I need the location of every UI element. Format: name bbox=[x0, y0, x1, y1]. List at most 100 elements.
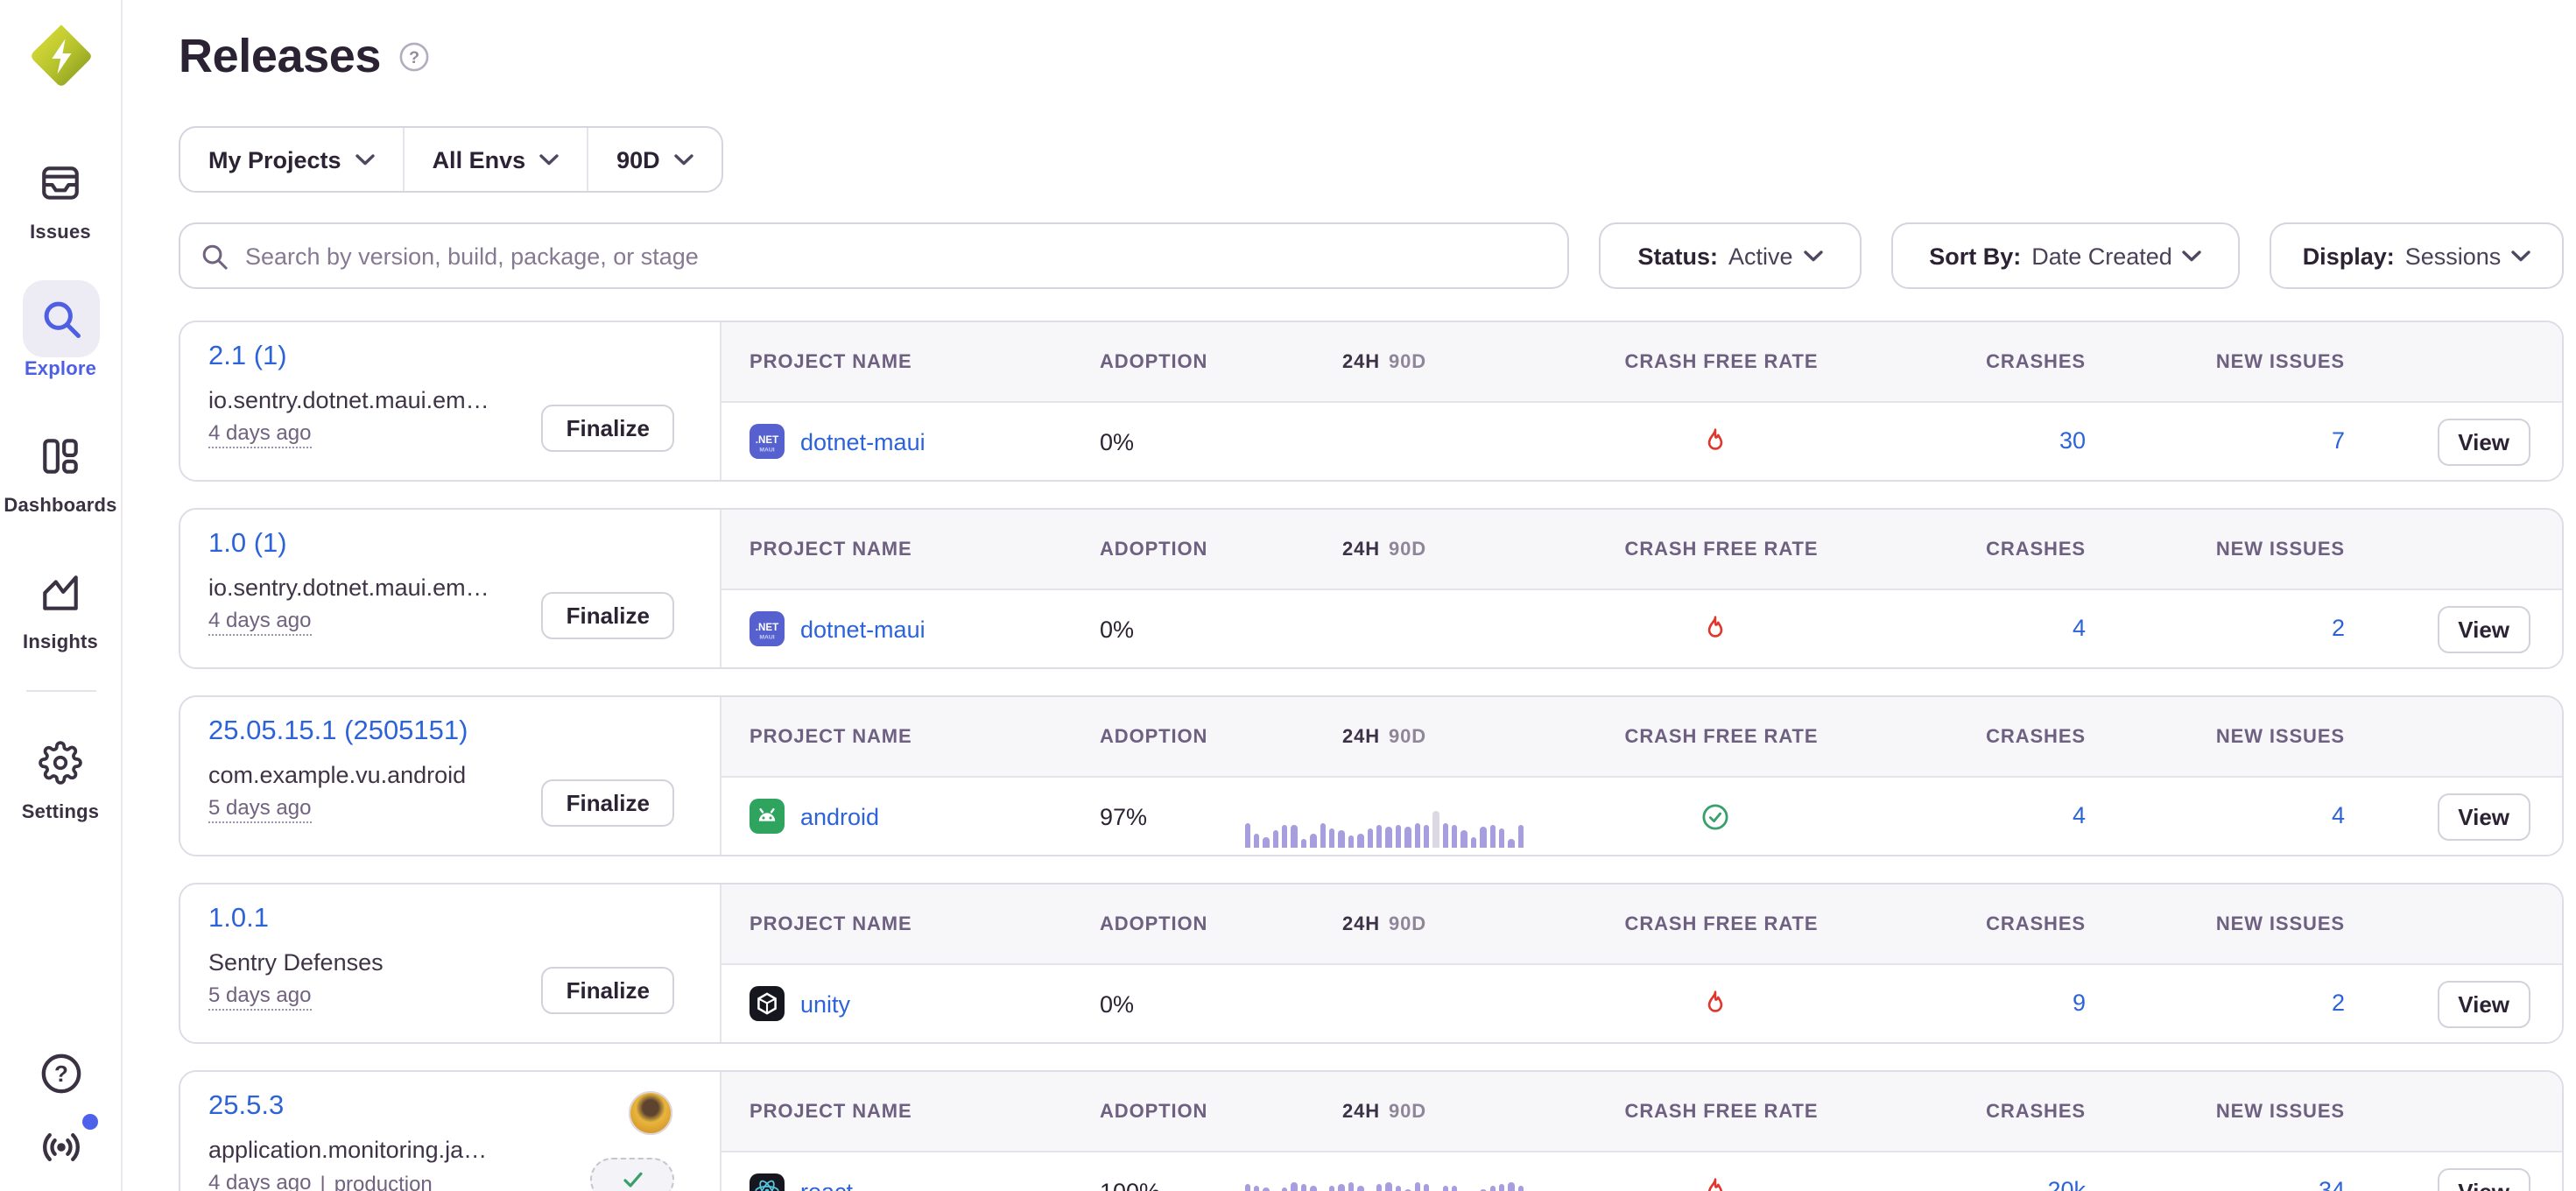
release-table: PROJECT NAME ADOPTION 24H90D CRASH FREE … bbox=[721, 1072, 2562, 1191]
release-age: 4 days ago bbox=[208, 420, 311, 448]
new-issues-link[interactable]: 7 bbox=[2332, 427, 2345, 454]
search-input[interactable] bbox=[242, 241, 1546, 271]
release-table-header: PROJECT NAME ADOPTION 24H90D CRASH FREE … bbox=[721, 1072, 2562, 1152]
react-icon bbox=[750, 1173, 785, 1191]
project-link[interactable]: dotnet-maui bbox=[800, 616, 926, 642]
crashes-link[interactable]: 4 bbox=[2073, 802, 2086, 828]
releases-page: Issues Explore Dashboards Insights Setti… bbox=[0, 0, 2576, 1191]
column-project-name: PROJECT NAME bbox=[721, 539, 1100, 560]
sidebar: Issues Explore Dashboards Insights Setti… bbox=[0, 0, 123, 1191]
release-group: 2.1 (1) io.sentry.dotnet.maui.em… 4 days… bbox=[179, 321, 2564, 482]
svg-text:.NET: .NET bbox=[756, 622, 778, 633]
release-table-row: unity 0% 9 2 View bbox=[721, 965, 2562, 1042]
display-label: Display: bbox=[2303, 243, 2395, 269]
release-group: 25.05.15.1 (2505151) com.example.vu.andr… bbox=[179, 695, 2564, 856]
notification-dot bbox=[81, 1114, 97, 1130]
release-card: 1.0.1 Sentry Defenses 5 days ago Finaliz… bbox=[180, 884, 721, 1042]
search-box bbox=[179, 222, 1569, 289]
sidebar-item-issues[interactable]: Issues bbox=[22, 144, 99, 243]
sort-by-dropdown[interactable]: Sort By: Date Created bbox=[1891, 222, 2240, 289]
sidebar-item-settings[interactable]: Settings bbox=[22, 723, 99, 823]
healthy-check-icon bbox=[1702, 803, 1728, 829]
column-adoption: ADOPTION bbox=[1100, 726, 1231, 747]
new-issues-link[interactable]: 2 bbox=[2332, 615, 2345, 641]
release-age: 5 days ago bbox=[208, 795, 311, 823]
finalize-button[interactable]: Finalize bbox=[542, 592, 674, 639]
view-button[interactable]: View bbox=[2437, 980, 2530, 1027]
new-issues-link[interactable]: 4 bbox=[2332, 802, 2345, 828]
column-new-issues: NEW ISSUES bbox=[2103, 1101, 2362, 1122]
environment-filter[interactable]: All Envs bbox=[403, 128, 588, 191]
column-24h: 24H bbox=[1342, 1101, 1380, 1122]
finalized-check-button[interactable] bbox=[590, 1158, 674, 1191]
release-table-header: PROJECT NAME ADOPTION 24H90D CRASH FREE … bbox=[721, 510, 2562, 590]
release-version-link[interactable]: 1.0.1 bbox=[208, 904, 269, 935]
search-icon bbox=[38, 296, 83, 342]
crashes-link[interactable]: 20k bbox=[2047, 1177, 2086, 1191]
help-icon[interactable]: ? bbox=[38, 1051, 83, 1096]
release-group: 1.0 (1) io.sentry.dotnet.maui.em… 4 days… bbox=[179, 508, 2564, 669]
column-crashes: CRASHES bbox=[1905, 1101, 2103, 1122]
sidebar-item-label: Issues bbox=[30, 222, 91, 243]
crashes-link[interactable]: 9 bbox=[2073, 990, 2086, 1016]
column-crashes: CRASHES bbox=[1905, 913, 2103, 934]
view-button[interactable]: View bbox=[2437, 605, 2530, 652]
release-version-link[interactable]: 25.05.15.1 (2505151) bbox=[208, 716, 468, 748]
project-link[interactable]: android bbox=[800, 803, 879, 829]
project-filter-label: My Projects bbox=[208, 146, 341, 173]
column-crash-free-rate: CRASH FREE RATE bbox=[1538, 539, 1905, 560]
environment-filter-label: All Envs bbox=[433, 146, 526, 173]
chevron-down-icon bbox=[2183, 250, 2202, 262]
sidebar-item-dashboards[interactable]: Dashboards bbox=[4, 417, 116, 517]
column-crashes: CRASHES bbox=[1905, 726, 2103, 747]
release-card: 25.5.3 application.monitoring.ja… 4 days… bbox=[180, 1072, 721, 1191]
finalize-button[interactable]: Finalize bbox=[542, 779, 674, 827]
adoption-chart bbox=[1231, 795, 1538, 837]
display-dropdown[interactable]: Display: Sessions bbox=[2270, 222, 2564, 289]
release-age: 4 days ago bbox=[208, 1170, 311, 1191]
release-age: 5 days ago bbox=[208, 983, 311, 1011]
question-circle-icon[interactable]: ? bbox=[398, 42, 428, 72]
column-24h-90d: 24H90D bbox=[1231, 913, 1538, 934]
date-range-filter[interactable]: 90D bbox=[587, 128, 721, 191]
column-project-name: PROJECT NAME bbox=[721, 351, 1100, 372]
release-table-header: PROJECT NAME ADOPTION 24H90D CRASH FREE … bbox=[721, 322, 2562, 403]
release-version-link[interactable]: 25.5.3 bbox=[208, 1091, 284, 1123]
status-dropdown[interactable]: Status: Active bbox=[1599, 222, 1862, 289]
release-version-link[interactable]: 2.1 (1) bbox=[208, 342, 287, 373]
release-card: 2.1 (1) io.sentry.dotnet.maui.em… 4 days… bbox=[180, 322, 721, 480]
release-table-row: react 100% 20k 34 View bbox=[721, 1152, 2562, 1191]
sidebar-item-label: Settings bbox=[22, 802, 99, 823]
view-button[interactable]: View bbox=[2437, 793, 2530, 840]
sentry-logo[interactable] bbox=[27, 23, 94, 89]
project-filter[interactable]: My Projects bbox=[180, 128, 403, 191]
project-link[interactable]: dotnet-maui bbox=[800, 428, 926, 455]
new-issues-link[interactable]: 34 bbox=[2319, 1177, 2345, 1191]
release-table-row: .NETMAUI dotnet-maui 0% 4 2 View bbox=[721, 590, 2562, 667]
sidebar-item-label: Dashboards bbox=[4, 496, 116, 517]
dotnet-maui-icon: .NETMAUI bbox=[750, 611, 785, 646]
project-link[interactable]: react bbox=[800, 1178, 853, 1191]
column-24h: 24H bbox=[1342, 913, 1380, 934]
adoption-chart bbox=[1231, 1170, 1538, 1191]
column-new-issues: NEW ISSUES bbox=[2103, 351, 2362, 372]
crashes-link[interactable]: 4 bbox=[2073, 615, 2086, 641]
column-24h-90d: 24H90D bbox=[1231, 539, 1538, 560]
column-24h: 24H bbox=[1342, 351, 1380, 372]
crashes-link[interactable]: 30 bbox=[2059, 427, 2086, 454]
column-adoption: ADOPTION bbox=[1100, 539, 1231, 560]
column-24h-90d: 24H90D bbox=[1231, 351, 1538, 372]
new-issues-link[interactable]: 2 bbox=[2332, 990, 2345, 1016]
view-button[interactable]: View bbox=[2437, 418, 2530, 465]
sidebar-item-insights[interactable]: Insights bbox=[22, 553, 99, 653]
status-label: Status: bbox=[1637, 243, 1718, 269]
release-card: 25.05.15.1 (2505151) com.example.vu.andr… bbox=[180, 697, 721, 855]
finalize-button[interactable]: Finalize bbox=[542, 967, 674, 1014]
project-link[interactable]: unity bbox=[800, 990, 850, 1017]
release-version-link[interactable]: 1.0 (1) bbox=[208, 529, 287, 560]
broadcast-icon[interactable] bbox=[38, 1124, 83, 1170]
sidebar-item-explore[interactable]: Explore bbox=[22, 280, 99, 380]
view-button[interactable]: View bbox=[2437, 1167, 2530, 1191]
finalize-button[interactable]: Finalize bbox=[542, 405, 674, 452]
meta-separator: | bbox=[320, 1172, 325, 1191]
